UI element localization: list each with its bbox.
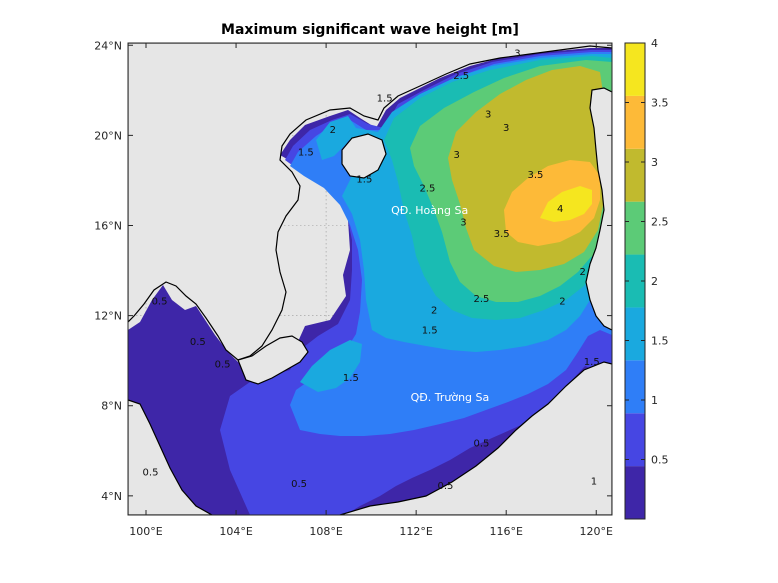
colorbar-segment [625, 148, 645, 202]
land-borneo [339, 361, 612, 515]
lon-tick-label: 104°E [219, 525, 252, 538]
colorbar-tick-label: 4 [651, 37, 658, 50]
contour-label: 3 [460, 217, 466, 228]
contour-label: 3.5 [494, 229, 510, 240]
contour-label: 1.5 [584, 357, 600, 368]
colorbar-tick-label: 3 [651, 156, 658, 169]
colorbar-segment [625, 466, 645, 519]
contour-label: 0.5 [190, 337, 206, 348]
contour-label: 2.5 [419, 184, 435, 195]
map-area: 2 1.5 1.5 2.5 3 3 3 3 3.5 4 3.5 3 2.5 1.5 2.5 2 2 2 1.5 1.5… [128, 43, 612, 515]
latitude-tick-labels: 4°N 8°N 12°N 16°N 20°N 24°N [94, 39, 122, 503]
contour-label: 2 [431, 305, 437, 316]
contour-label: 3 [514, 49, 520, 60]
land-mainland [128, 43, 612, 361]
contour-label: 2 [330, 125, 336, 136]
lon-tick-label: 108°E [309, 525, 342, 538]
contour-label: 0.5 [437, 481, 453, 492]
contour-label: 3 [485, 109, 491, 120]
lat-tick-label: 12°N [94, 310, 122, 323]
land-philippines [585, 87, 612, 331]
contour-label: 3 [453, 150, 459, 161]
land-mekong [237, 335, 309, 385]
lon-tick-label: 116°E [489, 525, 522, 538]
contour-labels: 2 1.5 1.5 2.5 3 3 3 3 3.5 4 3.5 3 2.5 1.5 2.5 2 2 2 1.5 1.5… [143, 49, 600, 493]
lat-tick-label: 8°N [101, 400, 122, 413]
lon-tick-label: 100°E [129, 525, 162, 538]
contour-label: 0.5 [291, 479, 307, 490]
lat-tick-label: 24°N [94, 39, 122, 52]
contour-label: 0.5 [152, 296, 168, 307]
longitude-tick-labels: 100°E 104°E 108°E 112°E 116°E 120°E [129, 525, 613, 538]
colorbar: 0.5 1 1.5 2 2.5 3 3.5 4 [624, 37, 669, 520]
lat-tick-label: 16°N [94, 219, 122, 232]
contour-label: 2.5 [453, 71, 469, 82]
contour-label: 0.5 [215, 359, 231, 370]
colorbar-tick-label: 2 [651, 275, 658, 288]
colorbar-segment [625, 43, 645, 96]
contour-label: 2 [559, 296, 565, 307]
contour-label: 1.5 [356, 175, 372, 186]
shelf-patch [300, 340, 362, 392]
wave-peak [540, 186, 592, 222]
tonkin-patch [316, 116, 356, 160]
lon-tick-label: 120°E [580, 525, 613, 538]
contour-label: 3.5 [528, 170, 544, 181]
colorbar-segment [625, 360, 645, 414]
colorbar-segment [625, 254, 645, 308]
place-labels: QĐ. Hoàng Sa QĐ. Trường Sa [391, 204, 489, 404]
place-label: QĐ. Trường Sa [411, 391, 490, 404]
contour-label: 1.5 [343, 373, 359, 384]
lon-tick-label: 112°E [399, 525, 432, 538]
contour-label: 1 [591, 477, 597, 488]
colorbar-tick-label: 1 [651, 394, 658, 407]
lat-tick-label: 4°N [101, 490, 122, 503]
colorbar-tick-label: 2.5 [651, 216, 669, 229]
colorbar-segment [625, 201, 645, 255]
colorbar-segment [625, 307, 645, 361]
map-title: Maximum significant wave height [m] [221, 22, 519, 38]
contour-label: 0.5 [143, 468, 159, 479]
lat-tick-label: 20°N [94, 129, 122, 142]
contour-label: 0.5 [473, 438, 489, 449]
colorbar-tick-label: 0.5 [651, 454, 669, 467]
contour-label: 1.5 [377, 94, 393, 105]
frame-ticks [128, 43, 612, 515]
land-malay [128, 399, 214, 515]
contour-label: 1.5 [422, 326, 438, 337]
colorbar-tick-label: 1.5 [651, 335, 669, 348]
contour-label: 2 [580, 267, 586, 278]
colorbar-segment [625, 413, 645, 467]
colorbar-segment [625, 95, 645, 149]
contour-label: 4 [557, 204, 563, 215]
colorbar-tick-label: 3.5 [651, 97, 669, 110]
land-hainan [341, 133, 387, 179]
contour-label: 1.5 [298, 148, 314, 159]
map-frame [127, 42, 613, 516]
contour-label: 2.5 [473, 294, 489, 305]
contour-label: 3 [503, 123, 509, 134]
place-label: QĐ. Hoàng Sa [391, 204, 468, 217]
